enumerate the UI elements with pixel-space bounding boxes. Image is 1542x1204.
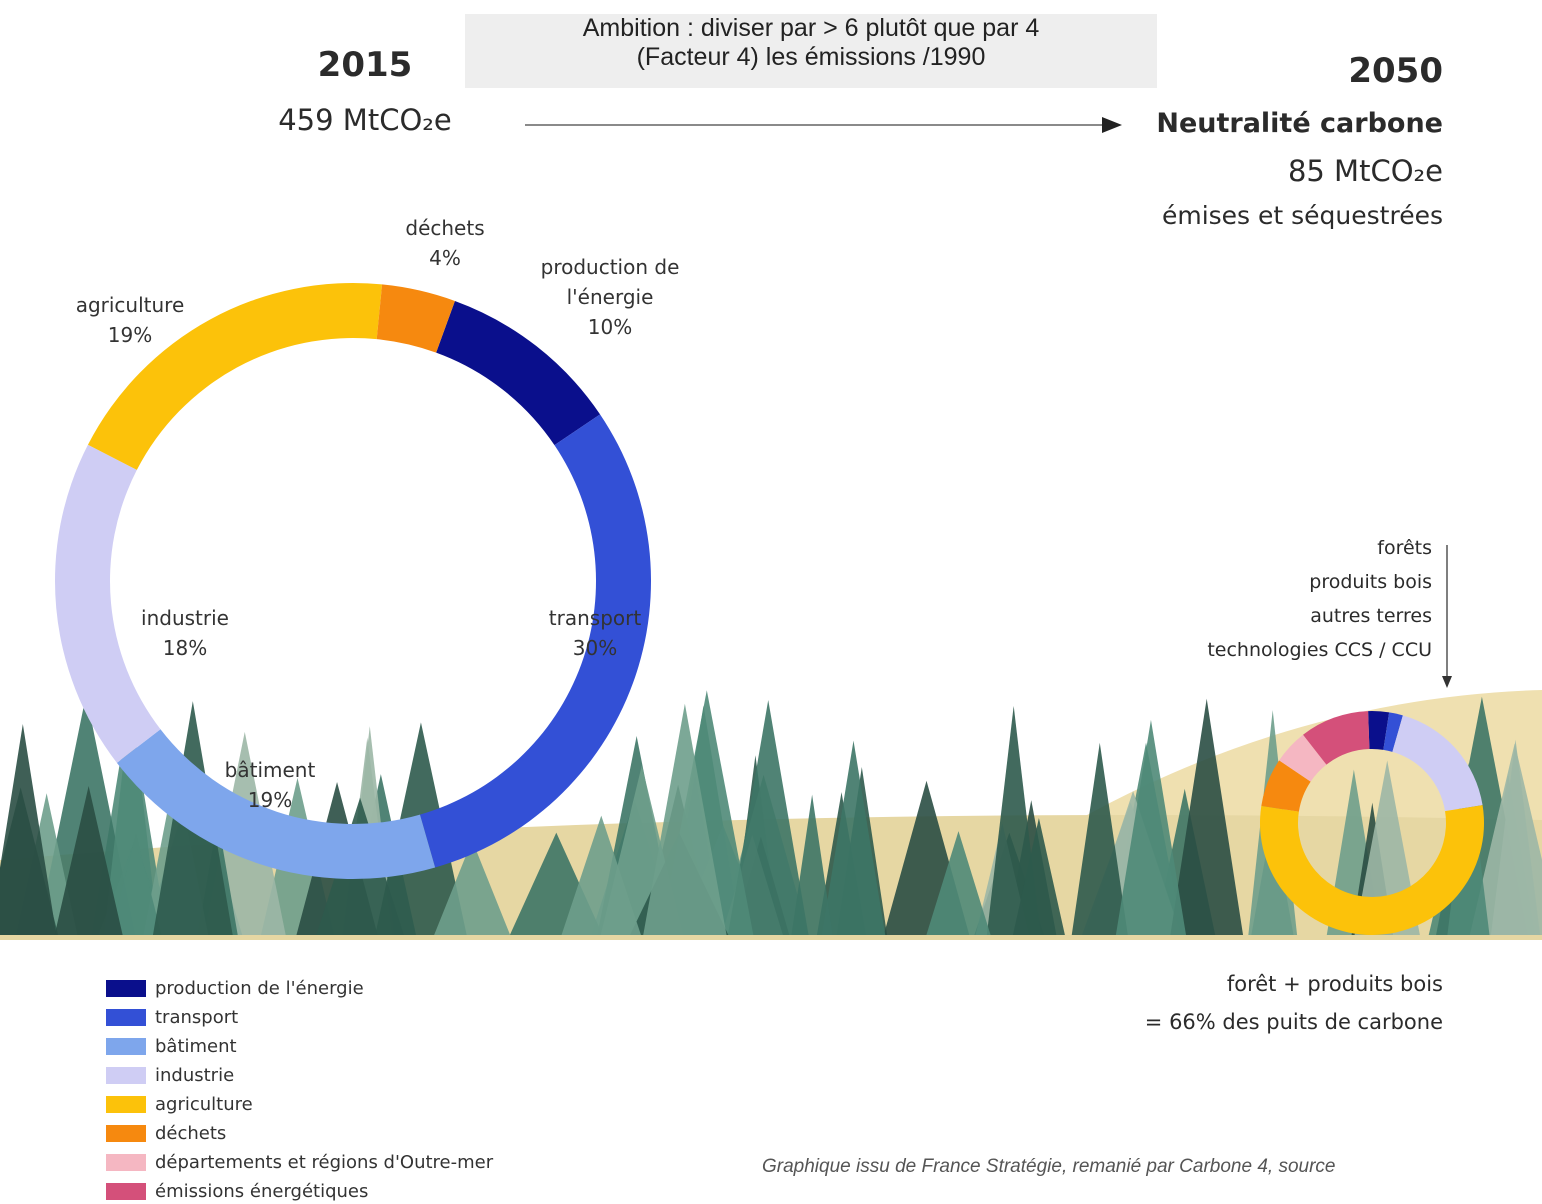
year-start: 2015 [265, 46, 465, 85]
legend-label: transport [155, 1007, 238, 1028]
sink-item: technologies CCS / CCU [1207, 640, 1432, 662]
legend-swatch [106, 1067, 146, 1084]
banner-line: (Facteur 4) les émissions /1990 [465, 43, 1157, 72]
legend-swatch [106, 1038, 146, 1055]
legend-swatch [106, 980, 146, 997]
legend-item: agriculture [106, 1091, 253, 1117]
legend-label: déchets [155, 1123, 226, 1144]
segment-name: transport [520, 603, 670, 633]
legend-swatch [106, 1125, 146, 1142]
emissions-start: 459 MtCO₂e [250, 104, 480, 137]
segment-value: 19% [195, 785, 345, 815]
legend-label: industrie [155, 1065, 234, 1086]
segment-value: 4% [370, 243, 520, 273]
arrow-head [1102, 117, 1122, 133]
segment-value: 30% [520, 633, 670, 663]
legend-label: départements et régions d'Outre-mer [155, 1152, 493, 1173]
legend-item: émissions énergétiques [106, 1178, 368, 1204]
segment-name: déchets [370, 213, 520, 243]
legend-label: émissions énergétiques [155, 1181, 368, 1202]
segment-value: 18% [110, 633, 260, 663]
legend-swatch [106, 1009, 146, 1026]
sink-note: forêt + produits bois [1227, 972, 1443, 996]
segment-name: agriculture [55, 290, 205, 320]
segment-name: industrie [110, 603, 260, 633]
sink-note: = 66% des puits de carbone [1145, 1010, 1443, 1034]
legend-swatch [106, 1096, 146, 1113]
legend-label: bâtiment [155, 1036, 237, 1057]
emissions-end: 85 MtCO₂e [1288, 155, 1443, 188]
legend-item: départements et régions d'Outre-mer [106, 1149, 493, 1175]
end-title: Neutralité carbone [1156, 108, 1443, 139]
segment-name: production de l'énergie [535, 252, 685, 312]
footer: Graphique issu de France Stratégie, rema… [762, 1156, 1335, 1178]
year-end: 2050 [1348, 52, 1443, 91]
sink-item: produits bois [1309, 572, 1432, 594]
legend-item: industrie [106, 1062, 234, 1088]
banner: Ambition : diviser par > 6 plutôt que pa… [465, 14, 1157, 88]
segment-name: bâtiment [195, 755, 345, 785]
legend-swatch [106, 1183, 146, 1200]
sink-arrow-head [1442, 676, 1452, 688]
end-note: émises et séquestrées [1162, 202, 1443, 231]
sink-item: forêts [1377, 538, 1432, 560]
segment-value: 10% [535, 312, 685, 342]
page: { "header": { "banner": ["Ambition : div… [0, 0, 1542, 1202]
legend-item: bâtiment [106, 1033, 237, 1059]
legend-item: transport [106, 1004, 238, 1030]
legend-item: production de l'énergie [106, 975, 364, 1001]
segment-value: 19% [55, 320, 205, 350]
legend-label: agriculture [155, 1094, 253, 1115]
sink-item: autres terres [1310, 606, 1432, 628]
legend-swatch [106, 1154, 146, 1171]
legend-item: déchets [106, 1120, 226, 1146]
banner-line: Ambition : diviser par > 6 plutôt que pa… [465, 14, 1157, 43]
legend-label: production de l'énergie [155, 978, 364, 999]
